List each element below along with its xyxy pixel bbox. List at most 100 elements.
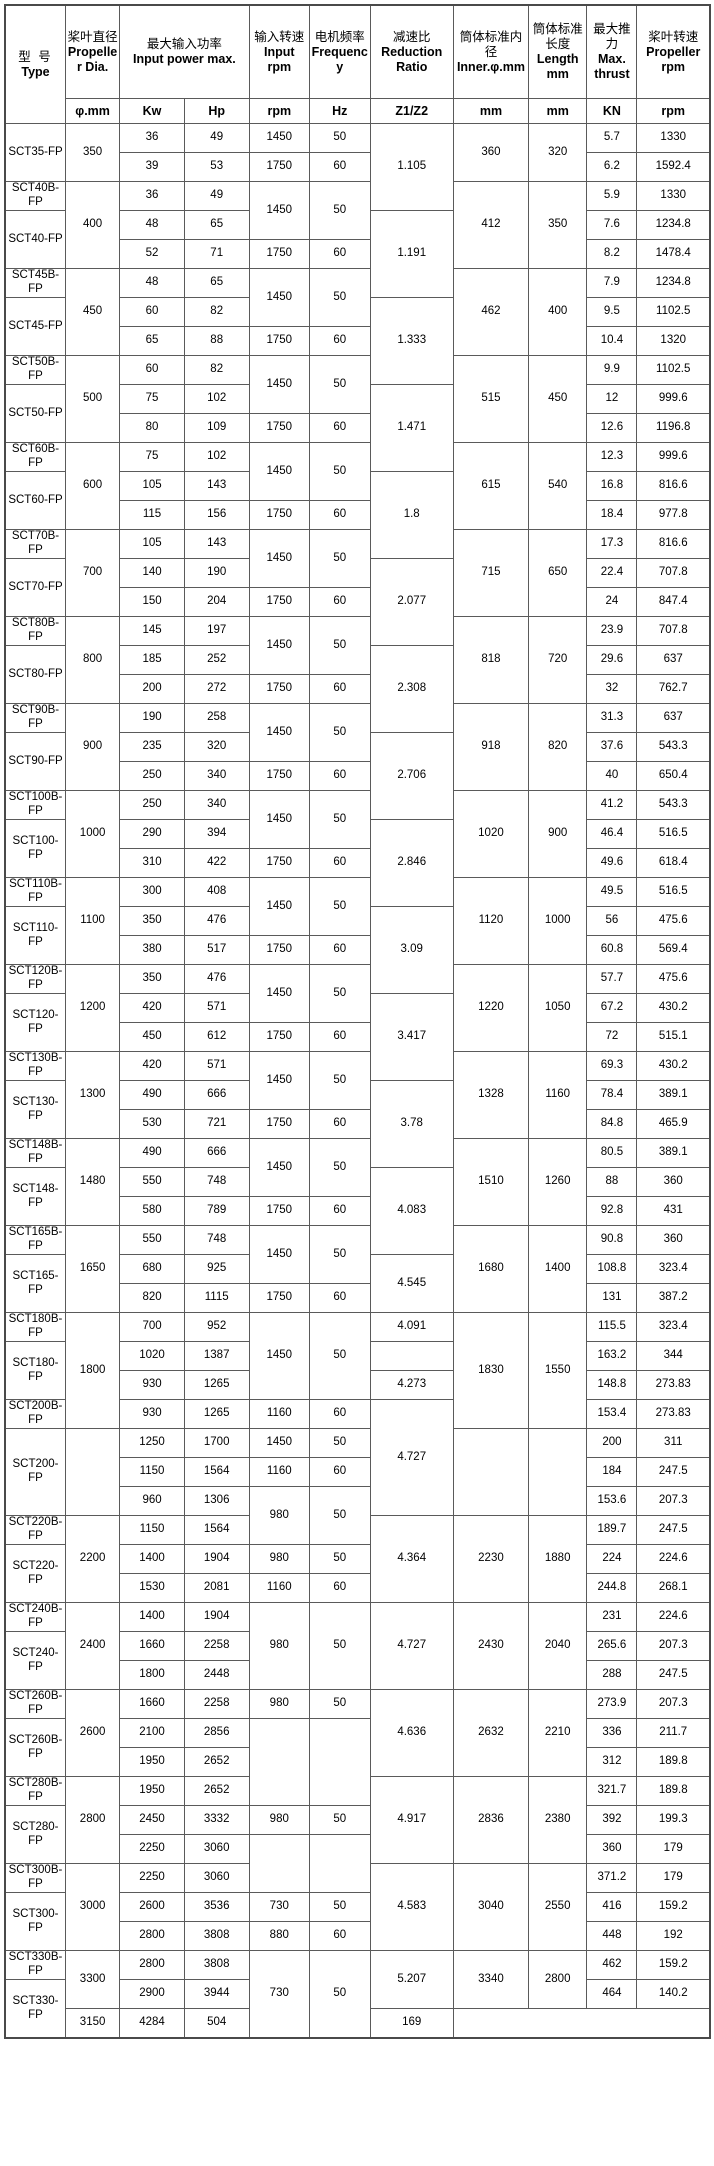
table-row: SCT70-FP 140 190 2.077 22.4 707.8 <box>4 558 711 646</box>
cell-length: 650 <box>527 529 588 617</box>
cell-propeller-rpm: 268.1 <box>636 1573 711 1603</box>
cell-frequency: 60 <box>309 587 371 617</box>
table-row: 65 88 1750 60 10.4 1320 <box>5 326 711 356</box>
table-row: SCT120-FP 420 571 3.417 67.2 430.2 <box>4 993 711 1081</box>
table-row: SCT180B-FP 1800 700 952 1450 50 4.091 1830 1550 1… <box>4 1312 711 1429</box>
cell-reduction-ratio: 4.083 <box>369 1167 454 1255</box>
cell-propeller-dia: 400 <box>64 181 121 269</box>
cell-propeller-rpm: 1196.8 <box>636 413 711 443</box>
cell-input-rpm: 1450 <box>248 181 311 240</box>
cell-input-power-kw: 930 <box>119 1399 185 1429</box>
cell-max-thrust: 321.7 <box>586 1776 638 1806</box>
cell-input-power-kw: 105 <box>119 471 185 501</box>
unit-input-rpm: rpm <box>248 98 311 124</box>
cell-max-thrust: 5.7 <box>586 123 638 153</box>
cell-reduction-ratio: 5.207 <box>369 1950 454 2009</box>
cell-input-rpm: 1750 <box>248 761 311 791</box>
table-row: SCT45B-FP 450 48 65 1450 50 462 400 7.9 1234.8 <box>4 268 711 356</box>
cell-frequency: 60 <box>309 326 371 356</box>
cell-model: SCT300B-FP <box>4 1863 66 1893</box>
cell-propeller-rpm: 389.1 <box>636 1138 711 1168</box>
unit-reduction-ratio: Z1/Z2 <box>369 98 454 124</box>
cell-model: SCT148-FP <box>4 1167 66 1226</box>
cell-input-power-hp: 571 <box>183 1051 250 1081</box>
cell-length: 2800 <box>527 1950 588 2009</box>
cell-input-rpm: 1450 <box>248 1225 311 1284</box>
cell-length: 720 <box>527 616 588 704</box>
cell-input-rpm: 1160 <box>248 1457 311 1487</box>
cell-length: 1000 <box>527 877 588 965</box>
cell-inner-dia: 2836 <box>452 1776 530 1864</box>
cell-propeller-rpm: 1320 <box>636 326 711 356</box>
cell-inner-dia: 462 <box>452 268 530 356</box>
table-row: SCT200B-FP 930 1265 1160 60 4.727 153.4 273.83 <box>4 1399 711 1516</box>
cell-input-power-hp: 476 <box>183 906 250 936</box>
cell-input-power-hp: 476 <box>183 964 250 994</box>
cell-inner-dia: 1120 <box>452 877 530 965</box>
cell-propeller-dia: 2600 <box>64 1689 121 1777</box>
cell-propeller-dia: 1000 <box>64 790 121 878</box>
header-propeller-dia: 桨叶直径 Propeller Dia. <box>64 4 121 99</box>
cell-propeller-dia: 3300 <box>64 1950 121 2009</box>
cell-input-power-kw: 2250 <box>119 1863 185 1893</box>
cell-input-rpm: 1750 <box>248 1022 311 1052</box>
cell-input-power-hp: 517 <box>183 935 250 965</box>
cell-frequency: 50 <box>309 1138 371 1197</box>
cell-length: 400 <box>527 268 588 356</box>
cell-input-rpm: 1450 <box>248 1051 311 1110</box>
cell-input-power-kw: 1150 <box>119 1515 185 1545</box>
cell-length: 900 <box>527 790 588 878</box>
cell-reduction-ratio: 1.191 <box>369 210 454 298</box>
unit-kw: Kw <box>119 98 185 124</box>
cell-propeller-rpm: 1102.5 <box>636 297 711 327</box>
table-row: SCT90-FP 235 320 2.706 37.6 543.3 <box>4 732 711 820</box>
cell-input-power-kw: 105 <box>119 529 185 559</box>
cell-model: SCT70-FP <box>4 558 66 617</box>
cell-max-thrust: 10.4 <box>586 326 638 356</box>
cell-input-power-hp: 272 <box>183 674 250 704</box>
cell-model: SCT165B-FP <box>4 1225 66 1255</box>
cell-input-rpm <box>248 1718 311 1806</box>
cell-input-power-hp: 612 <box>183 1022 250 1052</box>
cell-input-rpm: 1750 <box>248 1109 311 1139</box>
cell-propeller-rpm: 323.4 <box>636 1254 711 1284</box>
cell-propeller-rpm: 999.6 <box>636 384 711 414</box>
cell-input-rpm: 1450 <box>248 1428 311 1458</box>
cell-frequency <box>309 1718 371 1806</box>
cell-input-rpm: 1450 <box>248 268 311 327</box>
table-body: SCT35-FP 350 36 49 1450 50 1.105 360 320 5.7 1330 3… <box>4 123 711 2039</box>
cell-input-rpm: 980 <box>248 1544 311 1574</box>
cell-model: SCT200-FP <box>4 1428 66 1516</box>
cell-input-power-hp: 3808 <box>183 1921 250 1951</box>
header-inner-dia-en: Inner.φ.mm <box>456 59 525 74</box>
table-row: 3150 4284 504 169 <box>5 2008 710 2039</box>
cell-max-thrust: 5.9 <box>586 181 638 211</box>
table-row: 200 272 1750 60 32 762.7 <box>5 674 711 704</box>
cell-frequency: 60 <box>309 1022 371 1052</box>
cell-input-power-hp: 1700 <box>183 1428 250 1458</box>
table-row: 930 1265 4.273 148.8 273.83 <box>5 1370 711 1400</box>
cell-input-rpm: 980 <box>248 1805 311 1835</box>
header-row-units: φ.mm Kw Hp rpm Hz Z1/Z2 mm mm KN rpm <box>5 98 711 124</box>
cell-frequency: 50 <box>309 703 371 762</box>
cell-model: SCT45B-FP <box>4 268 66 298</box>
cell-max-thrust: 24 <box>586 587 638 617</box>
cell-propeller-rpm: 999.6 <box>636 442 711 472</box>
cell-input-power-kw: 490 <box>119 1080 185 1110</box>
cell-length: 2380 <box>527 1776 588 1864</box>
header-inner-dia: 筒体标准内径 Inner.φ.mm <box>452 4 530 99</box>
cell-inner-dia: 412 <box>452 181 530 269</box>
cell-model: SCT300-FP <box>4 1892 66 1951</box>
cell-input-power-hp: 49 <box>183 123 250 153</box>
table-row: SCT240B-FP 2400 1400 1904 980 50 4.727 2430 2040… <box>4 1602 711 1690</box>
cell-input-power-kw: 80 <box>119 413 185 443</box>
cell-input-rpm: 1450 <box>248 616 311 675</box>
cell-input-power-kw: 2800 <box>119 1950 185 1980</box>
cell-model: SCT60-FP <box>4 471 66 530</box>
cell-propeller-rpm: 816.6 <box>636 529 711 559</box>
cell-propeller-rpm: 360 <box>636 1167 711 1197</box>
cell-frequency: 60 <box>309 674 371 704</box>
cell-input-power-hp: 340 <box>183 790 250 820</box>
cell-length: 2040 <box>527 1602 588 1690</box>
cell-max-thrust: 57.7 <box>586 964 638 994</box>
